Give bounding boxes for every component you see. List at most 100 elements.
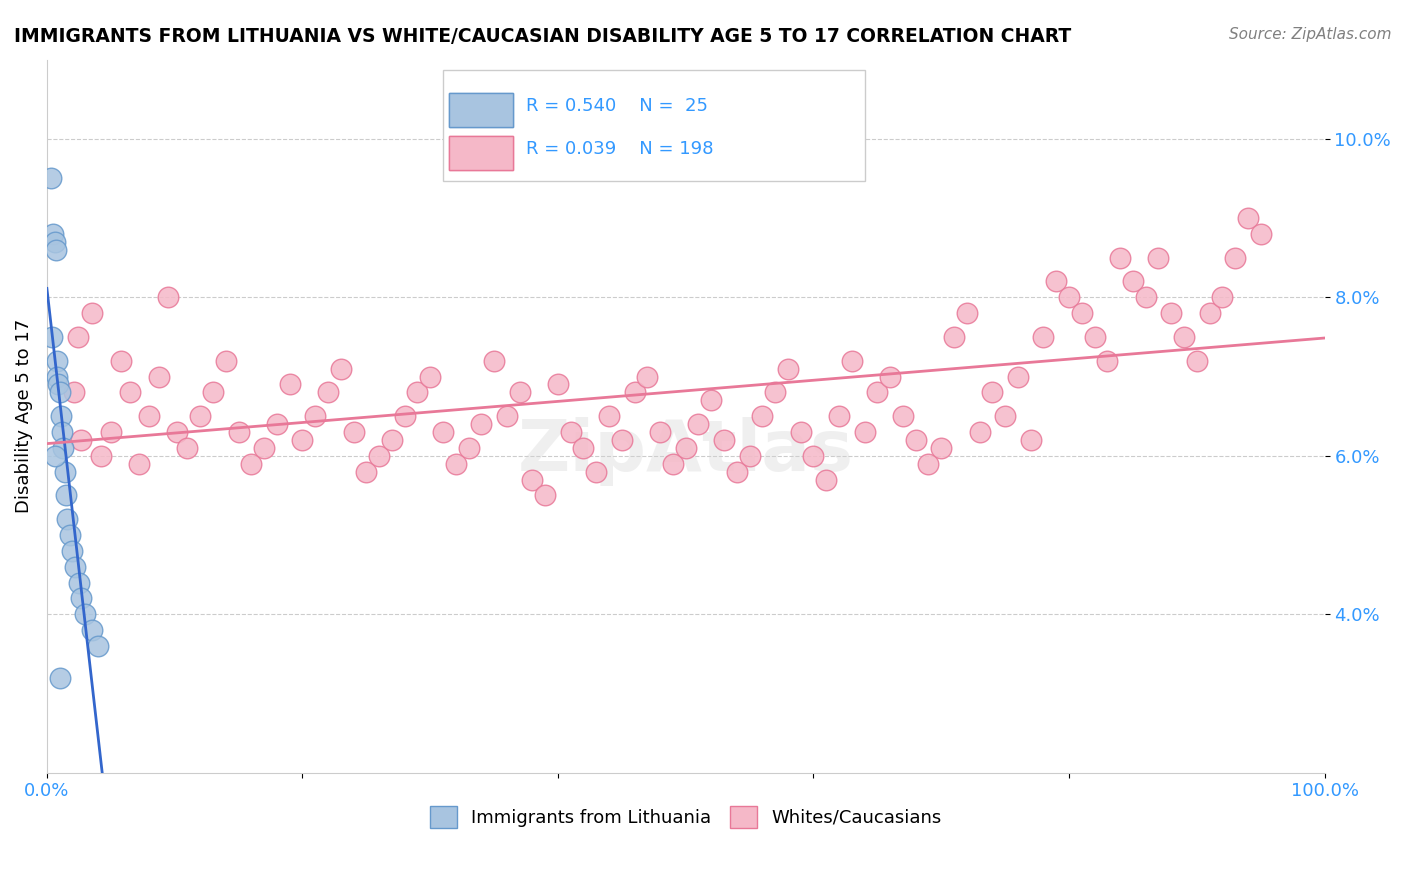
Point bbox=[44, 449, 66, 463]
Point bbox=[253, 441, 276, 455]
Point bbox=[419, 369, 441, 384]
Point bbox=[943, 330, 966, 344]
Point bbox=[803, 449, 825, 463]
Point bbox=[763, 385, 786, 400]
Point bbox=[534, 488, 557, 502]
Point bbox=[56, 512, 79, 526]
Point bbox=[725, 465, 748, 479]
Point bbox=[291, 433, 314, 447]
Point bbox=[1185, 353, 1208, 368]
Point bbox=[66, 330, 89, 344]
Point bbox=[1109, 251, 1132, 265]
Point bbox=[39, 171, 62, 186]
Point bbox=[1135, 290, 1157, 304]
Point bbox=[228, 425, 250, 439]
Point bbox=[356, 465, 378, 479]
Point bbox=[48, 671, 70, 685]
Point bbox=[969, 425, 991, 439]
Point bbox=[394, 409, 416, 424]
Point bbox=[432, 425, 454, 439]
Point bbox=[316, 385, 339, 400]
Point bbox=[41, 330, 63, 344]
Point bbox=[495, 409, 517, 424]
Point bbox=[46, 353, 69, 368]
Point bbox=[1211, 290, 1233, 304]
Y-axis label: Disability Age 5 to 17: Disability Age 5 to 17 bbox=[15, 319, 32, 513]
Point bbox=[148, 369, 170, 384]
Point bbox=[157, 290, 180, 304]
Point bbox=[1250, 227, 1272, 241]
Point bbox=[304, 409, 326, 424]
Point bbox=[48, 385, 70, 400]
Point bbox=[342, 425, 364, 439]
Point bbox=[457, 441, 479, 455]
Point bbox=[188, 409, 211, 424]
Point bbox=[547, 377, 569, 392]
Point bbox=[828, 409, 851, 424]
Point bbox=[713, 433, 735, 447]
Point bbox=[1083, 330, 1105, 344]
Point bbox=[598, 409, 620, 424]
Point bbox=[650, 425, 672, 439]
Point bbox=[278, 377, 301, 392]
Point bbox=[482, 353, 505, 368]
Text: R = 0.540    N =  25: R = 0.540 N = 25 bbox=[526, 97, 709, 115]
Point bbox=[1007, 369, 1029, 384]
Point bbox=[853, 425, 876, 439]
Point bbox=[52, 441, 75, 455]
Point bbox=[929, 441, 952, 455]
Point bbox=[406, 385, 429, 400]
Point bbox=[63, 559, 86, 574]
Point bbox=[904, 433, 927, 447]
Point bbox=[87, 639, 110, 653]
Point bbox=[110, 353, 132, 368]
Point bbox=[1173, 330, 1195, 344]
Point bbox=[53, 465, 76, 479]
Point bbox=[44, 235, 66, 249]
Point bbox=[70, 591, 93, 606]
Point bbox=[80, 623, 103, 637]
Point bbox=[917, 457, 939, 471]
Point bbox=[45, 243, 67, 257]
Point bbox=[585, 465, 607, 479]
Point bbox=[522, 473, 544, 487]
Point bbox=[42, 227, 65, 241]
Point bbox=[572, 441, 595, 455]
Point bbox=[994, 409, 1017, 424]
Point bbox=[1045, 275, 1067, 289]
Text: ZipAtlas: ZipAtlas bbox=[517, 417, 853, 486]
Point bbox=[266, 417, 288, 431]
Point bbox=[662, 457, 685, 471]
Point bbox=[1057, 290, 1080, 304]
Point bbox=[70, 433, 93, 447]
Point bbox=[1198, 306, 1220, 320]
Point bbox=[1019, 433, 1042, 447]
Point bbox=[1237, 211, 1260, 225]
Text: R = 0.039    N = 198: R = 0.039 N = 198 bbox=[526, 140, 713, 158]
Point bbox=[675, 441, 697, 455]
Point bbox=[215, 353, 238, 368]
FancyBboxPatch shape bbox=[450, 136, 513, 170]
Point bbox=[67, 575, 90, 590]
Point bbox=[956, 306, 979, 320]
FancyBboxPatch shape bbox=[450, 93, 513, 128]
Point bbox=[55, 488, 77, 502]
Point bbox=[118, 385, 141, 400]
Point bbox=[1122, 275, 1144, 289]
Point bbox=[80, 306, 103, 320]
FancyBboxPatch shape bbox=[443, 70, 865, 181]
Point bbox=[201, 385, 224, 400]
Point bbox=[751, 409, 773, 424]
Point bbox=[51, 425, 73, 439]
Point bbox=[1160, 306, 1182, 320]
Point bbox=[381, 433, 404, 447]
Point bbox=[62, 385, 84, 400]
Point bbox=[75, 607, 97, 622]
Point bbox=[610, 433, 633, 447]
Point bbox=[59, 528, 82, 542]
Point bbox=[815, 473, 838, 487]
Point bbox=[891, 409, 914, 424]
Point bbox=[1223, 251, 1246, 265]
Point bbox=[138, 409, 160, 424]
Point bbox=[46, 369, 69, 384]
